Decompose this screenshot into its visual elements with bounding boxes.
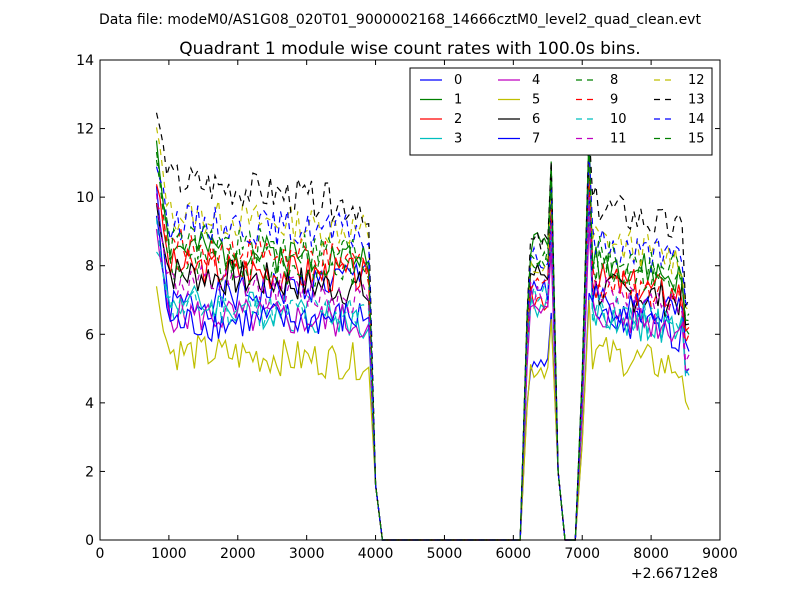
x-tick-label: 7000 (564, 546, 600, 562)
legend-label-3: 3 (454, 132, 462, 147)
series-line-0 (155, 186, 690, 541)
series-line-7 (155, 190, 690, 541)
series-line-3 (156, 214, 690, 541)
series-line-8 (155, 145, 690, 541)
chart-title: Quadrant 1 module wise count rates with … (179, 39, 640, 59)
plot-lines (155, 112, 690, 541)
series-line-5 (155, 286, 690, 541)
legend-label-13: 13 (688, 93, 705, 108)
x-tick-label: 3000 (289, 546, 325, 562)
legend-label-1: 1 (454, 93, 462, 108)
plot-frame (99, 59, 721, 541)
series-line-11 (155, 193, 690, 541)
y-tick-label: 12 (76, 122, 94, 138)
data-file-subtitle: Data file: modeM0/AS1G08_020T01_90000021… (99, 12, 701, 28)
y-tick-label: 14 (76, 53, 94, 69)
legend-label-15: 15 (688, 132, 705, 147)
series-line-9 (155, 179, 690, 541)
legend-label-2: 2 (454, 112, 462, 127)
x-tick-label: 8000 (633, 546, 669, 562)
series-line-15 (155, 142, 690, 541)
legend-label-14: 14 (688, 112, 705, 127)
y-tick-label: 2 (85, 464, 94, 480)
x-tick-label: 0 (96, 546, 105, 562)
axis-ticks: 0 1000 2000 3000 4000 5000 6000 7000 8000 9000 0 2 4… (76, 53, 738, 562)
series-line-2 (155, 184, 690, 541)
x-tick-label: 1000 (151, 546, 187, 562)
legend-box (409, 67, 713, 156)
y-tick-label: 8 (85, 259, 94, 275)
legend-label-0: 0 (454, 73, 462, 88)
legend-label-9: 9 (610, 93, 618, 108)
series-line-14 (155, 152, 690, 541)
y-tick-label: 4 (85, 396, 94, 412)
y-tick-label: 0 (85, 533, 94, 549)
y-tick-label: 10 (76, 190, 94, 206)
x-tick-label: 9000 (702, 546, 738, 562)
series-line-13 (155, 112, 690, 541)
legend-label-12: 12 (688, 73, 705, 88)
series-line-1 (155, 128, 690, 541)
series-line-10 (155, 197, 690, 541)
legend-label-11: 11 (610, 132, 627, 147)
legend-label-5: 5 (532, 93, 540, 108)
x-tick-label: 6000 (496, 546, 532, 562)
legend-label-4: 4 (532, 73, 540, 88)
x-tick-label: 4000 (358, 546, 394, 562)
legend-label-6: 6 (532, 112, 540, 127)
legend-label-8: 8 (610, 73, 618, 88)
x-tick-label: 5000 (427, 546, 463, 562)
x-tick-label: 2000 (220, 546, 256, 562)
legend-label-7: 7 (532, 132, 540, 147)
series-line-4 (155, 224, 690, 541)
legend-label-10: 10 (610, 112, 627, 127)
series-line-12 (155, 127, 690, 541)
y-tick-label: 6 (85, 327, 94, 343)
x-offset-label: +2.66712e8 (631, 566, 718, 582)
